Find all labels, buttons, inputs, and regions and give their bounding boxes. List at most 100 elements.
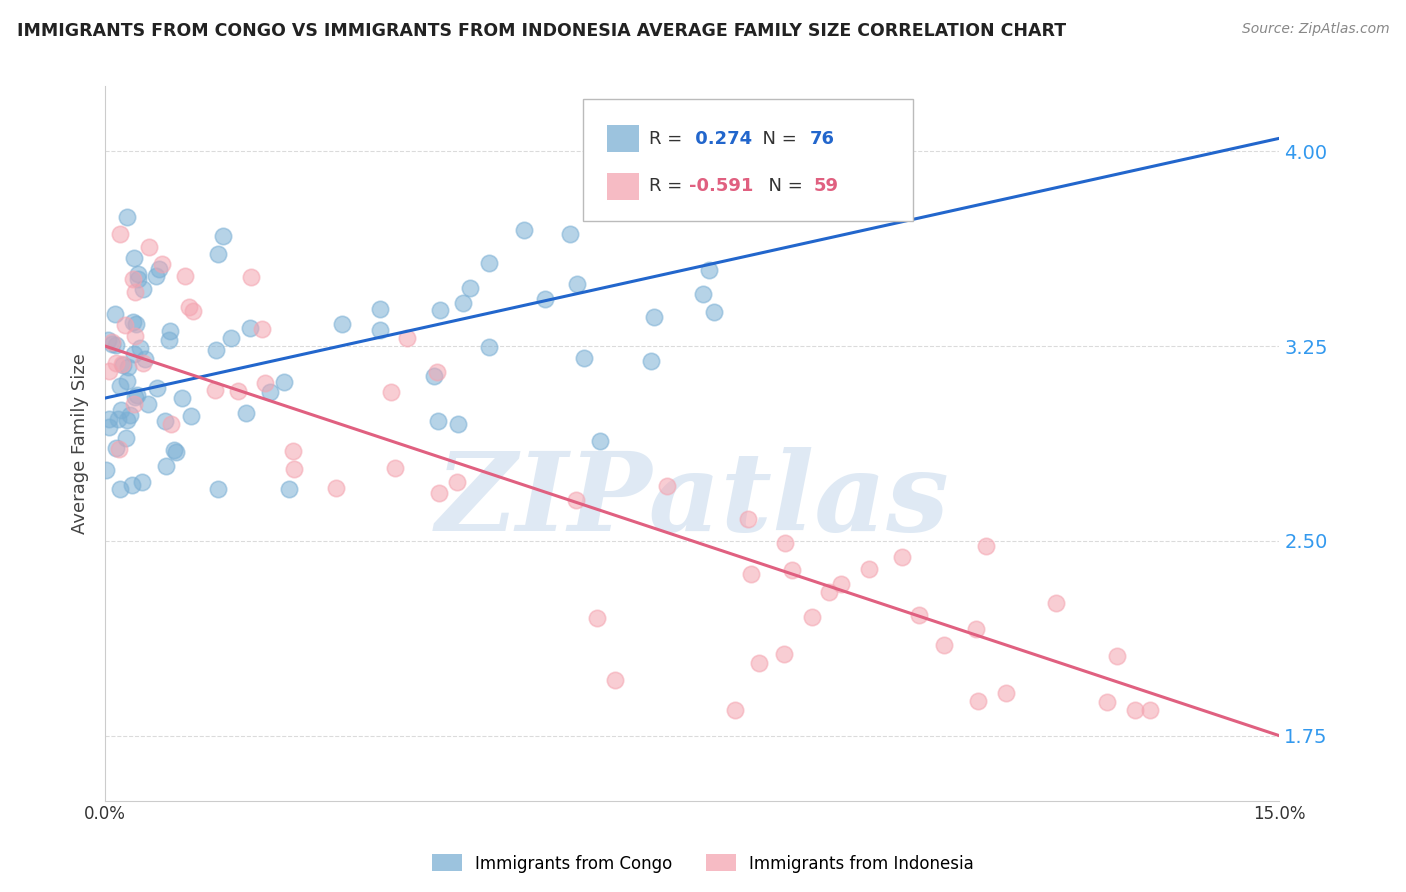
Point (278, 482, 301, 496)
Point (780, 563, 803, 577)
Point (138, 239, 160, 253)
Point (908, 607, 931, 622)
Point (107, 411, 129, 425)
Point (384, 461, 406, 475)
Point (122, 347, 145, 361)
Point (207, 247, 229, 261)
Point (801, 609, 824, 624)
Point (115, 374, 138, 388)
Point (396, 331, 419, 345)
Point (478, 340, 501, 354)
Point (101, 335, 124, 350)
Point (204, 383, 226, 397)
Point (129, 341, 152, 355)
Point (180, 409, 202, 423)
Point (97, 412, 120, 426)
Point (177, 300, 200, 314)
Point (565, 492, 588, 507)
Y-axis label: Average Family Size: Average Family Size (72, 353, 89, 534)
Point (655, 479, 678, 493)
Point (283, 462, 305, 476)
Point (207, 482, 229, 496)
Point (380, 385, 402, 400)
Text: R =: R = (648, 178, 688, 195)
Point (1123, 703, 1146, 717)
Point (97, 420, 120, 434)
Point (565, 277, 588, 291)
Point (115, 413, 138, 427)
Point (239, 321, 262, 335)
Point (252, 322, 274, 336)
Point (325, 481, 347, 495)
Point (114, 431, 136, 445)
Point (122, 251, 145, 265)
Point (427, 486, 450, 500)
Point (572, 351, 595, 365)
Point (159, 324, 181, 338)
Point (995, 686, 1018, 700)
Point (165, 444, 187, 458)
Point (115, 210, 138, 224)
Point (513, 223, 536, 237)
Point (121, 272, 143, 286)
Point (1097, 695, 1119, 709)
Point (737, 512, 759, 526)
Point (368, 302, 391, 317)
Point (124, 390, 146, 404)
Point (157, 333, 180, 347)
Point (107, 442, 129, 457)
Point (254, 376, 277, 391)
Point (96, 463, 118, 477)
Point (134, 351, 156, 366)
Point (155, 459, 177, 474)
Point (104, 441, 127, 455)
Point (643, 310, 665, 325)
Point (965, 622, 987, 636)
Point (148, 262, 170, 277)
Point (160, 417, 183, 431)
Point (124, 329, 146, 343)
Point (98, 364, 121, 378)
Point (105, 337, 128, 351)
Text: N =: N = (751, 129, 803, 147)
Point (150, 257, 173, 271)
Point (110, 402, 132, 417)
Point (173, 268, 195, 283)
Point (747, 656, 769, 670)
Point (131, 282, 153, 296)
Point (110, 482, 132, 496)
Point (273, 375, 295, 389)
Point (966, 694, 988, 708)
Point (131, 475, 153, 489)
Point (181, 304, 204, 318)
Point (111, 358, 134, 372)
Point (163, 443, 186, 458)
Point (170, 391, 193, 405)
Point (239, 270, 262, 285)
Point (124, 285, 146, 299)
Text: 59: 59 (813, 178, 838, 195)
Text: ZIPatlas: ZIPatlas (436, 447, 949, 555)
Point (558, 227, 581, 242)
Point (136, 397, 159, 411)
Point (932, 639, 955, 653)
Point (586, 611, 609, 625)
Point (145, 268, 167, 283)
Point (1105, 648, 1128, 663)
Point (153, 413, 176, 427)
Point (97, 333, 120, 347)
Point (226, 384, 249, 398)
Point (447, 417, 470, 431)
Point (703, 304, 725, 318)
Point (122, 397, 145, 411)
FancyBboxPatch shape (606, 173, 640, 200)
Point (817, 585, 839, 599)
Point (101, 337, 124, 351)
Text: R =: R = (648, 129, 688, 147)
Point (534, 292, 557, 306)
Point (103, 307, 125, 321)
Point (132, 356, 155, 370)
Point (121, 478, 143, 492)
Point (458, 281, 481, 295)
Point (974, 540, 997, 554)
